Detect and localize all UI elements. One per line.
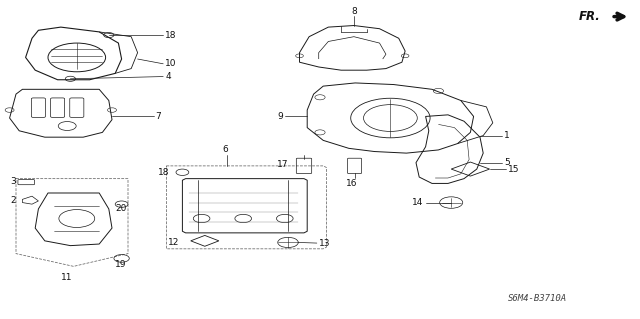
Text: 2: 2 [10, 197, 16, 205]
Text: 12: 12 [168, 238, 179, 247]
Text: 8: 8 [351, 7, 356, 16]
Text: 18: 18 [165, 31, 177, 40]
Text: 7: 7 [156, 112, 161, 121]
Text: 5: 5 [504, 158, 510, 167]
Text: 19: 19 [115, 260, 127, 269]
Text: 15: 15 [508, 165, 519, 174]
Text: 11: 11 [61, 273, 73, 282]
Text: 14: 14 [412, 198, 424, 207]
Text: 3: 3 [10, 177, 16, 186]
Text: FR.: FR. [579, 10, 601, 23]
Text: 1: 1 [504, 131, 510, 140]
Text: 10: 10 [165, 59, 177, 68]
Text: 6: 6 [223, 145, 228, 154]
Text: 4: 4 [165, 72, 171, 81]
Text: 18: 18 [158, 168, 170, 177]
Text: 20: 20 [115, 204, 127, 213]
Text: 9: 9 [277, 112, 283, 121]
Text: 16: 16 [346, 179, 358, 188]
Text: S6M4-B3710A: S6M4-B3710A [508, 294, 567, 303]
Text: 17: 17 [276, 160, 288, 169]
Text: 13: 13 [319, 239, 330, 248]
